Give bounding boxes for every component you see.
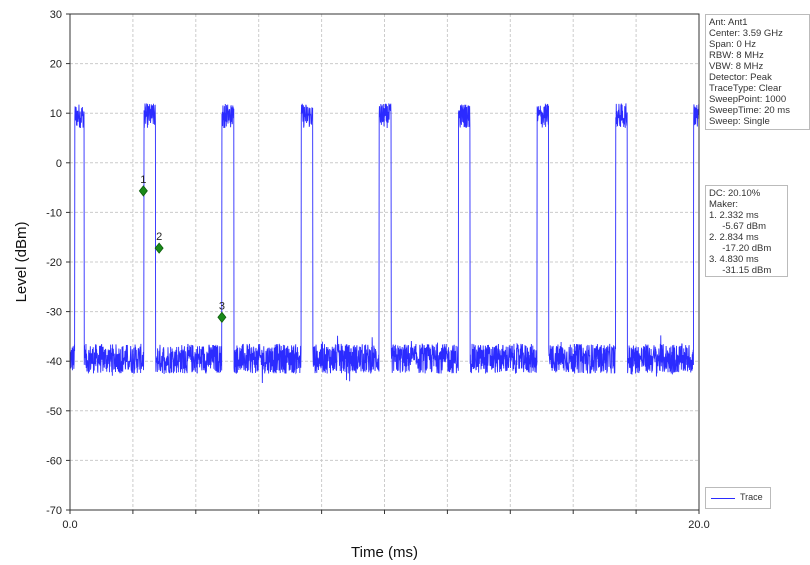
marker-point (217, 311, 227, 323)
marker-label: 3 (219, 300, 225, 312)
marker-info-line: 2. 2.834 ms (709, 232, 759, 243)
marker-info-panel: DC: 20.10% Maker: 1. 2.332 ms -5.67 dBm 2. … (705, 185, 788, 277)
grid-lines (70, 14, 699, 510)
x-axis-label: Time (ms) (351, 544, 418, 561)
plot-frame (69, 13, 700, 511)
settings-info-line: Sweep: Single (709, 116, 770, 127)
marker-info-line: Maker: (709, 199, 739, 210)
settings-info-line: Ant: Ant1 (709, 17, 748, 28)
y-tick-label: -50 (46, 406, 62, 418)
y-tick-label: -30 (46, 307, 62, 319)
marker-label: 1 (140, 174, 146, 186)
settings-info-line: Span: 0 Hz (709, 39, 756, 50)
x-axis-ticks: 0.0 20.0 (62, 510, 710, 531)
y-tick-label: -10 (46, 207, 62, 219)
settings-info-line: RBW: 8 MHz (709, 50, 764, 61)
marker-info-line: -31.15 dBm (709, 265, 772, 276)
marker-info-line: DC: 20.10% (709, 188, 761, 199)
y-tick-label: 30 (50, 9, 62, 21)
y-tick-label: 0 (56, 158, 62, 170)
settings-info-line: Detector: Peak (709, 72, 772, 83)
legend: Trace (705, 487, 771, 509)
marker-point (138, 185, 148, 197)
marker-info-line: 1. 2.332 ms (709, 210, 759, 221)
y-tick-label: 20 (50, 59, 62, 71)
y-axis-label: Level (dBm) (13, 222, 30, 303)
marker-info-line: -17.20 dBm (709, 243, 772, 254)
settings-info-line: SweepTime: 20 ms (709, 105, 790, 116)
legend-line-swatch (711, 498, 735, 499)
trace-line (69, 103, 700, 384)
x-tick-label: 0.0 (62, 519, 77, 531)
y-tick-label: -40 (46, 356, 62, 368)
y-tick-label: -20 (46, 257, 62, 269)
settings-info-line: Center: 3.59 GHz (709, 28, 783, 39)
marker-points: 1 2 3 (138, 174, 227, 323)
marker-point (154, 242, 164, 254)
marker-label: 2 (156, 231, 162, 243)
y-tick-label: 10 (50, 108, 62, 120)
settings-info-line: VBW: 8 MHz (709, 61, 764, 72)
legend-label: Trace (740, 492, 763, 502)
x-tick-label: 20.0 (688, 519, 709, 531)
y-tick-label: -60 (46, 455, 62, 467)
marker-info-line: 3. 4.830 ms (709, 254, 759, 265)
settings-info-line: SweepPoint: 1000 (709, 94, 787, 105)
trace-series (69, 103, 700, 384)
marker-info-line: -5.67 dBm (709, 221, 767, 232)
y-axis-ticks: 30 20 10 0 -10 -20 -30 -40 -50 -60 -70 (46, 9, 70, 517)
y-tick-label: -70 (46, 505, 62, 517)
settings-info-line: TraceType: Clear (709, 83, 782, 94)
settings-info-panel: Ant: Ant1 Center: 3.59 GHz Span: 0 Hz RBW: … (705, 14, 810, 130)
